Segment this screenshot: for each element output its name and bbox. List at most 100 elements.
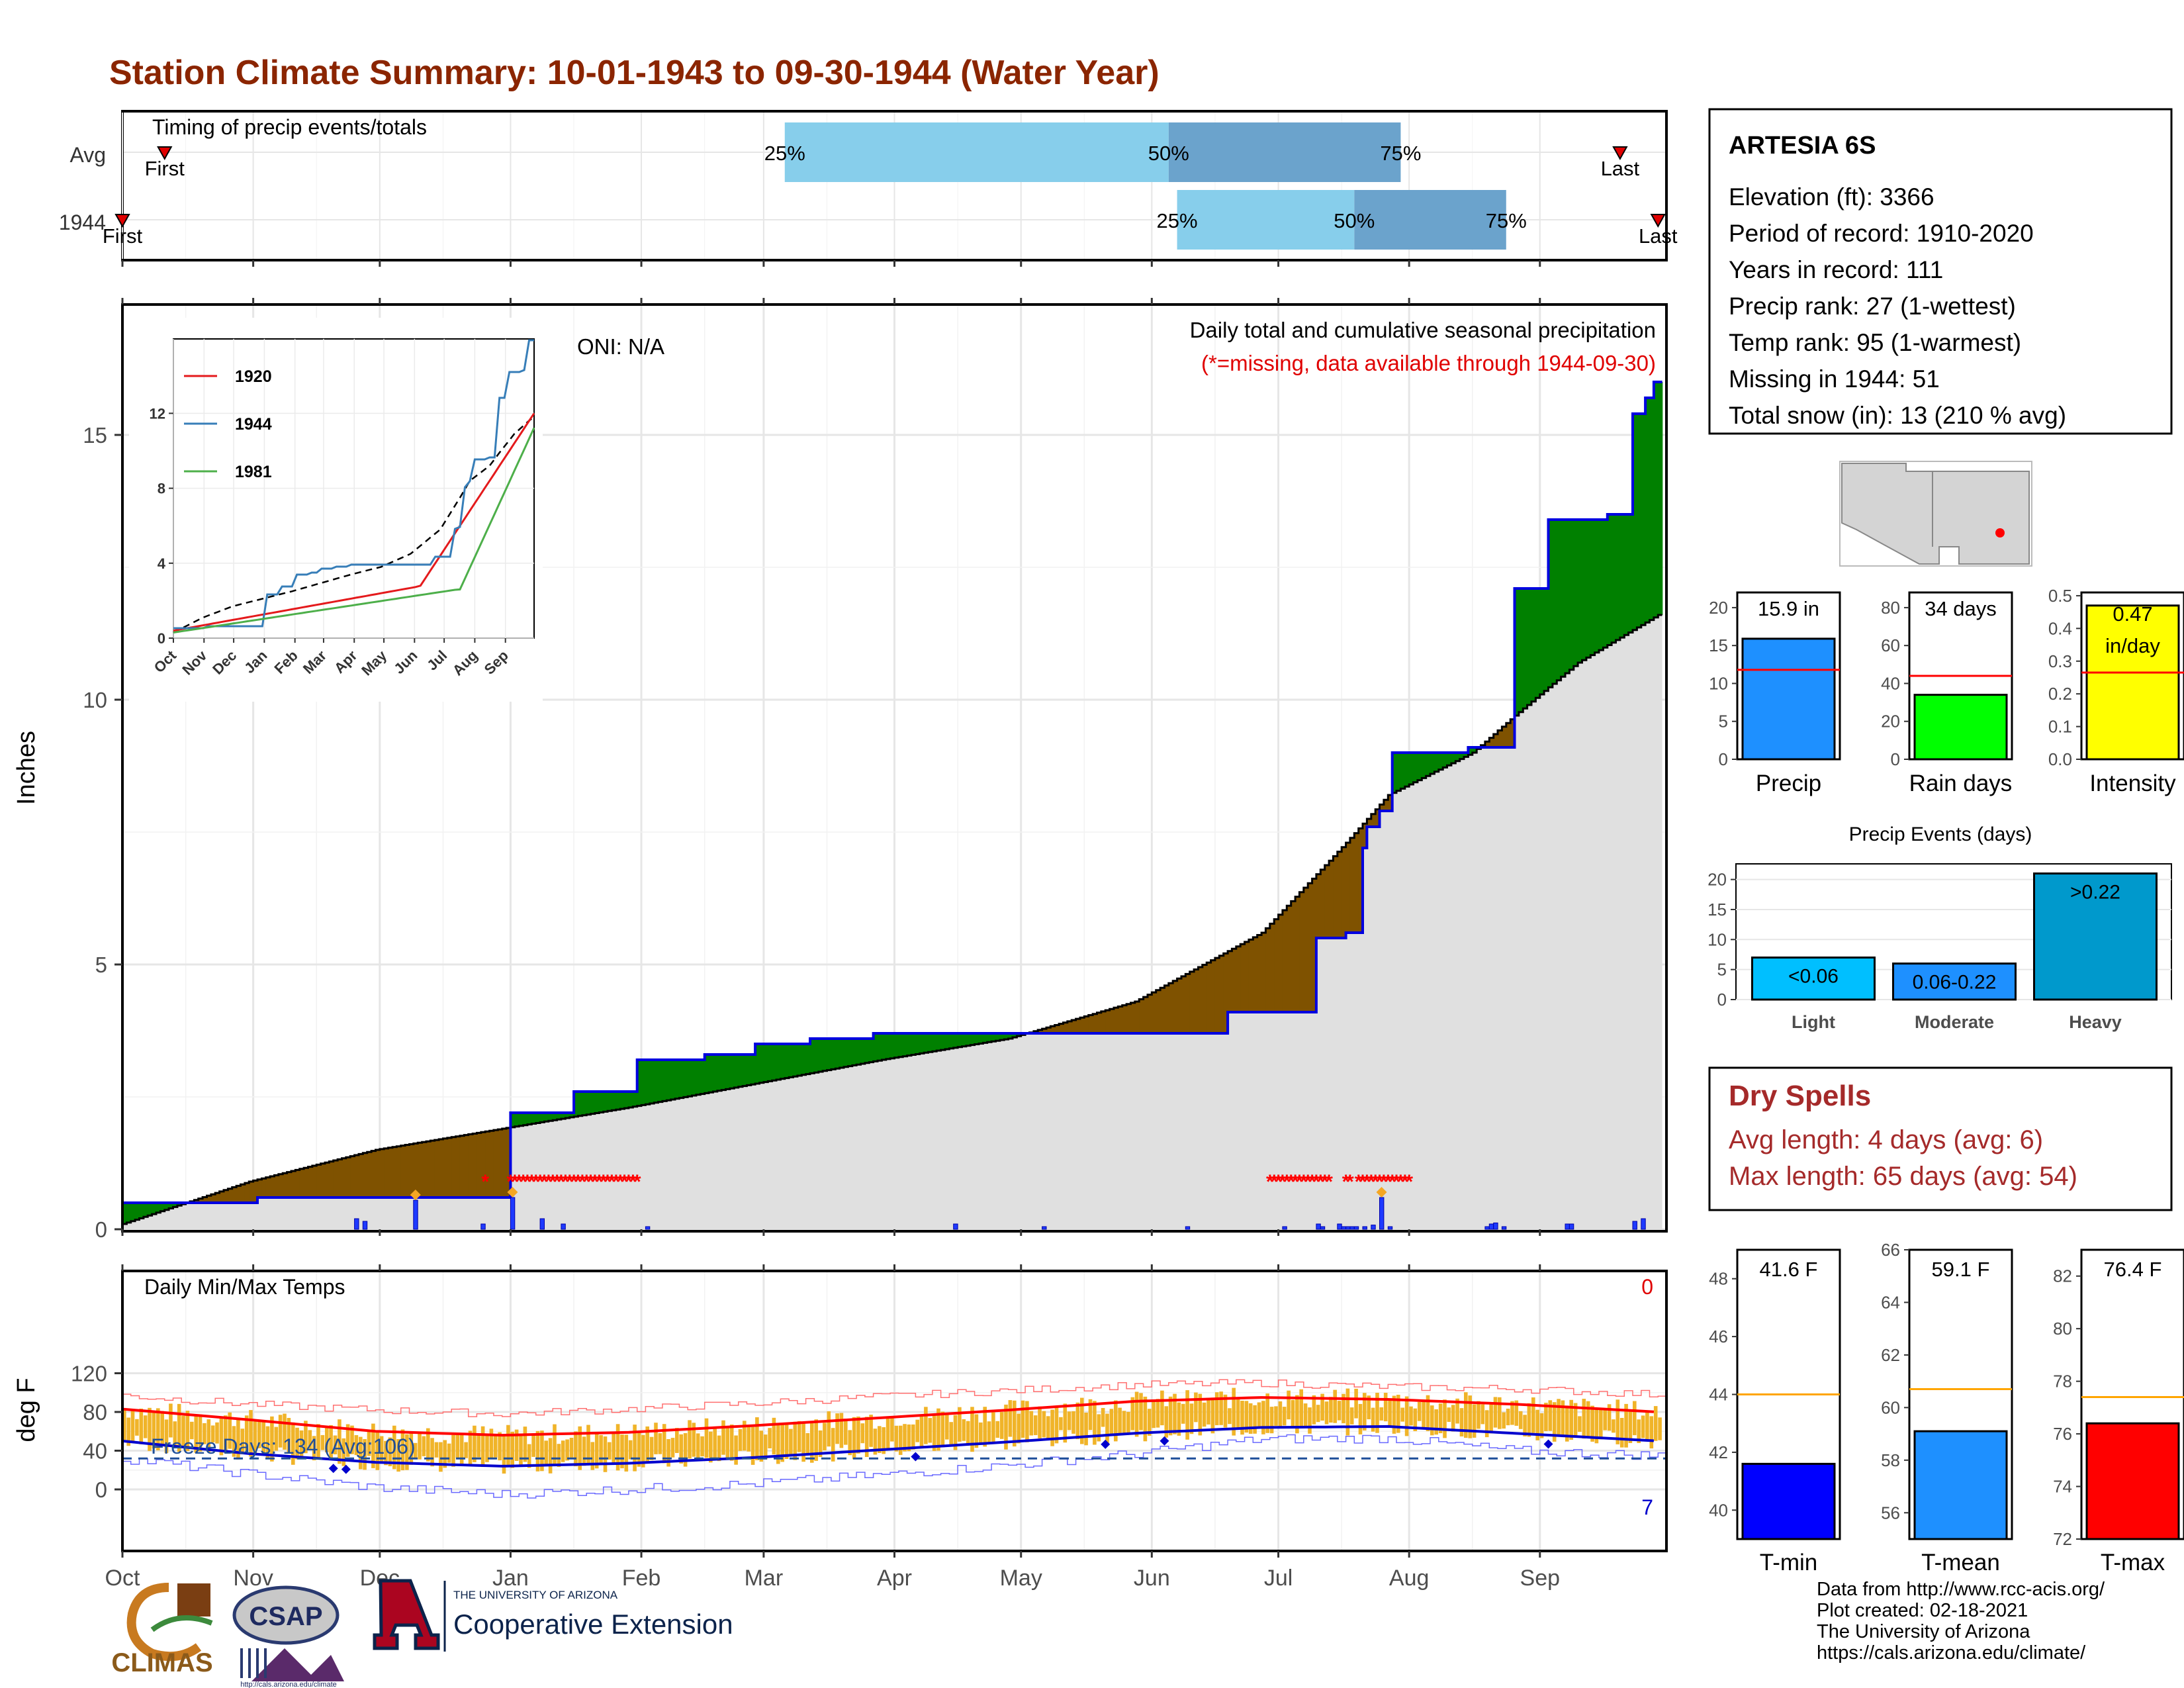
daily-temp-bar (1354, 1388, 1358, 1419)
daily-temp-bar (291, 1422, 295, 1465)
daily-temp-bar (1257, 1402, 1261, 1428)
below-average-segment (1274, 919, 1279, 1012)
above-average-segment (608, 1092, 612, 1111)
inset-average-line (173, 416, 535, 633)
daily-precip-bar (1341, 1226, 1347, 1230)
mini-bar-value (2085, 604, 2180, 761)
daily-temp-bar (312, 1436, 316, 1461)
above-average-segment (1514, 588, 1520, 716)
missing-day-star: * (616, 1171, 624, 1193)
daily-temp-bar (793, 1421, 797, 1460)
below-average-segment (338, 1159, 343, 1197)
station-location-dot (1995, 528, 2005, 538)
daily-temp-bar (493, 1434, 498, 1458)
events-tick-label: 5 (1717, 960, 1727, 980)
average-cumulative-area (122, 615, 1662, 1229)
below-average-segment (1269, 923, 1275, 1012)
below-average-segment (1502, 726, 1507, 747)
below-average-segment (312, 1166, 317, 1197)
missing-day-star: * (527, 1171, 535, 1193)
daily-temp-bar (1093, 1401, 1097, 1445)
daily-temp-bar (278, 1415, 283, 1448)
missing-day-star: * (481, 1171, 489, 1193)
below-average-segment (396, 1146, 402, 1197)
temp-panel: 0 40 80 120 deg F Daily Min/Max Temps Freez… (13, 1270, 1668, 1552)
above-average-segment (1573, 520, 1578, 667)
above-average-segment (763, 1044, 768, 1082)
daily-temp-bar (1228, 1408, 1232, 1425)
daily-temp-bar (612, 1433, 615, 1463)
daily-temp-bar (203, 1423, 206, 1444)
daily-temp-bar (1417, 1401, 1422, 1421)
below-average-segment (1214, 958, 1220, 1033)
above-average-segment (574, 1092, 579, 1117)
daily-temp-bar (1168, 1396, 1173, 1436)
mini-bar-tick-label: 0.5 (2048, 586, 2072, 606)
above-average-segment (717, 1055, 722, 1091)
csap-logo: CSAP http://cals.arizona.edu/climate (232, 1585, 344, 1688)
daily-temp-bar (1236, 1399, 1240, 1430)
daily-temp-bar (1050, 1409, 1054, 1446)
below-average-segment (1303, 888, 1308, 1012)
daily-temp-bar (1139, 1393, 1143, 1430)
below-average-segment (1248, 939, 1253, 1012)
daily-precip-bar (1484, 1226, 1490, 1230)
daily-temp-bar (903, 1424, 907, 1452)
above-average-segment (903, 1033, 908, 1056)
daily-temp-bar (345, 1424, 350, 1457)
above-average-segment (565, 1113, 570, 1118)
below-average-segment (480, 1132, 486, 1197)
above-average-segment (620, 1092, 625, 1109)
location-map (1839, 461, 2032, 567)
daily-precip-bar (1641, 1218, 1646, 1230)
daily-precip-bar (413, 1199, 418, 1230)
missing-day-star: * (600, 1171, 608, 1193)
daily-precip-bar (1349, 1226, 1355, 1230)
daily-temp-bar (249, 1410, 253, 1457)
daily-temp-bar (1071, 1411, 1075, 1434)
temp-bar-tick-label: 64 (1881, 1292, 1900, 1312)
timing-panel: 25% 50% 75% First Last 25% 50% 75% First Last Tim… (59, 110, 1678, 261)
below-average-segment (1118, 1006, 1123, 1033)
daily-temp-bar (1308, 1407, 1312, 1434)
below-average-segment (1202, 964, 1207, 1033)
record-low-marker-icon (911, 1452, 921, 1462)
daily-temp-bar (700, 1436, 704, 1457)
daily-temp-bar (1430, 1405, 1434, 1436)
missing-day-star: * (633, 1171, 641, 1193)
missing-day-star: * (578, 1171, 586, 1193)
missing-day-star: * (1308, 1171, 1316, 1193)
below-average-segment (418, 1143, 423, 1197)
temp-bar-tick-label: 46 (1709, 1327, 1728, 1346)
daily-temp-bar (430, 1438, 434, 1467)
below-average-segment (329, 1161, 334, 1197)
daily-temp-bar (455, 1432, 460, 1458)
below-average-segment (1253, 937, 1258, 1012)
above-average-segment (1459, 753, 1465, 759)
daily-temp-bar (265, 1426, 270, 1460)
record-low-marker-icon (1101, 1439, 1111, 1449)
missing-day-star: * (1380, 1171, 1388, 1193)
missing-day-star: * (557, 1171, 565, 1193)
daily-temp-bar (886, 1417, 890, 1449)
temp-header: Daily Min/Max Temps (144, 1275, 345, 1299)
below-average-segment (405, 1145, 410, 1197)
below-average-segment (291, 1171, 296, 1197)
above-average-segment (122, 1203, 127, 1224)
above-average-segment (1535, 588, 1541, 698)
daily-temp-bar (1008, 1400, 1013, 1437)
daily-temp-bar (599, 1434, 603, 1464)
missing-day-star: * (595, 1171, 603, 1193)
above-average-segment (852, 1039, 857, 1066)
above-average-segment (1527, 588, 1532, 705)
credits-block: Data from http://www.rcc-acis.org/ Plot … (1817, 1579, 2105, 1664)
above-average-segment (624, 1092, 629, 1109)
daily-temp-bar (354, 1435, 359, 1456)
daily-temp-bar (464, 1442, 468, 1458)
daily-temp-bar (747, 1427, 751, 1452)
missing-day-star: * (1312, 1171, 1320, 1193)
dry-spells-box: Dry Spells Avg length: 4 days (avg: 6) M… (1708, 1066, 2173, 1211)
daily-temp-bar (709, 1431, 713, 1463)
daily-temp-bar (122, 1409, 126, 1440)
